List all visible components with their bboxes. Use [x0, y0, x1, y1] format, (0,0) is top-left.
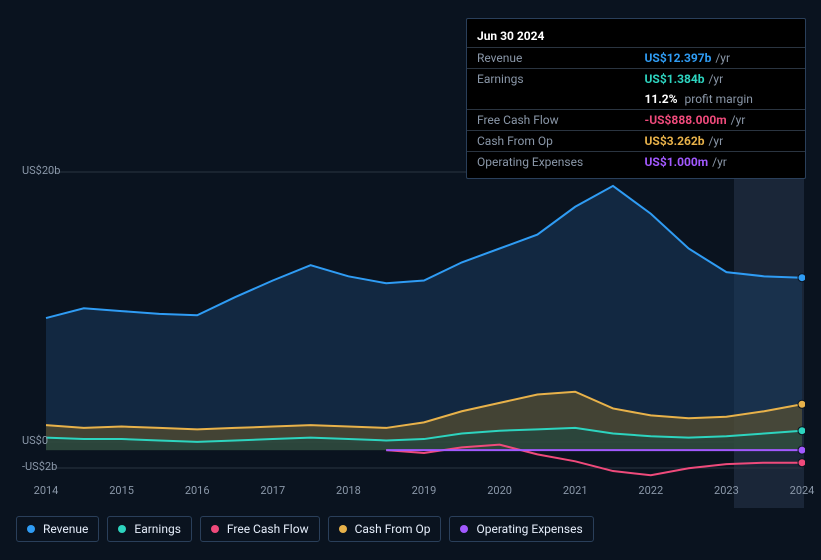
- chart-tooltip: Jun 30 2024 RevenueUS$12.397b/yrEarnings…: [466, 18, 806, 179]
- legend-label: Free Cash Flow: [227, 522, 309, 536]
- legend-dot-icon: [460, 525, 468, 533]
- x-axis-label: 2023: [714, 484, 739, 497]
- legend-label: Revenue: [43, 522, 88, 536]
- legend-dot-icon: [118, 525, 126, 533]
- tooltip-row-value: US$1.000m/yr: [635, 152, 805, 173]
- x-axis-label: 2019: [412, 484, 437, 497]
- legend-dot-icon: [339, 525, 347, 533]
- x-axis-label: 2021: [563, 484, 588, 497]
- legend-label: Earnings: [134, 522, 181, 536]
- legend-item-earnings[interactable]: Earnings: [107, 516, 192, 542]
- x-axis-label: 2015: [109, 484, 134, 497]
- x-axis-label: 2020: [487, 484, 512, 497]
- tooltip-row-value: US$3.262b/yr: [635, 131, 805, 152]
- legend-label: Cash From Op: [355, 522, 431, 536]
- tooltip-row-value: -US$888.000m/yr: [635, 110, 805, 131]
- y-axis-label: -US$2b: [22, 460, 57, 473]
- tooltip-table: RevenueUS$12.397b/yrEarningsUS$1.384b/yr…: [467, 47, 805, 172]
- x-axis-label: 2016: [185, 484, 210, 497]
- chart-legend: Revenue Earnings Free Cash Flow Cash From O…: [16, 516, 594, 542]
- tooltip-date: Jun 30 2024: [467, 25, 805, 47]
- x-axis-label: 2017: [260, 484, 285, 497]
- legend-item-revenue[interactable]: Revenue: [16, 516, 99, 542]
- x-axis-label: 2018: [336, 484, 361, 497]
- x-axis-label: 2022: [638, 484, 663, 497]
- tooltip-row-value: US$1.384b/yr: [635, 69, 805, 90]
- x-axis: 2014 2015 2016 2017 2018 2019 2020 2021 2022 2023…: [16, 484, 805, 500]
- tooltip-row-value: US$12.397b/yr: [635, 48, 805, 69]
- x-axis-label: 2024: [790, 484, 815, 497]
- tooltip-row-label: Free Cash Flow: [467, 110, 635, 131]
- legend-label: Operating Expenses: [476, 522, 582, 536]
- x-axis-label: 2014: [34, 484, 59, 497]
- y-axis-label: US$0: [22, 434, 48, 447]
- legend-item-opex[interactable]: Operating Expenses: [449, 516, 593, 542]
- legend-dot-icon: [211, 525, 219, 533]
- tooltip-row-label: Revenue: [467, 48, 635, 69]
- y-axis-label: US$20b: [22, 164, 60, 177]
- legend-item-fcf[interactable]: Free Cash Flow: [200, 516, 320, 542]
- tooltip-row-label: Operating Expenses: [467, 152, 635, 173]
- legend-item-cash_from_op[interactable]: Cash From Op: [328, 516, 442, 542]
- legend-dot-icon: [27, 525, 35, 533]
- tooltip-row-label: Cash From Op: [467, 131, 635, 152]
- financials-chart[interactable]: [16, 140, 805, 508]
- tooltip-row-label: Earnings: [467, 69, 635, 90]
